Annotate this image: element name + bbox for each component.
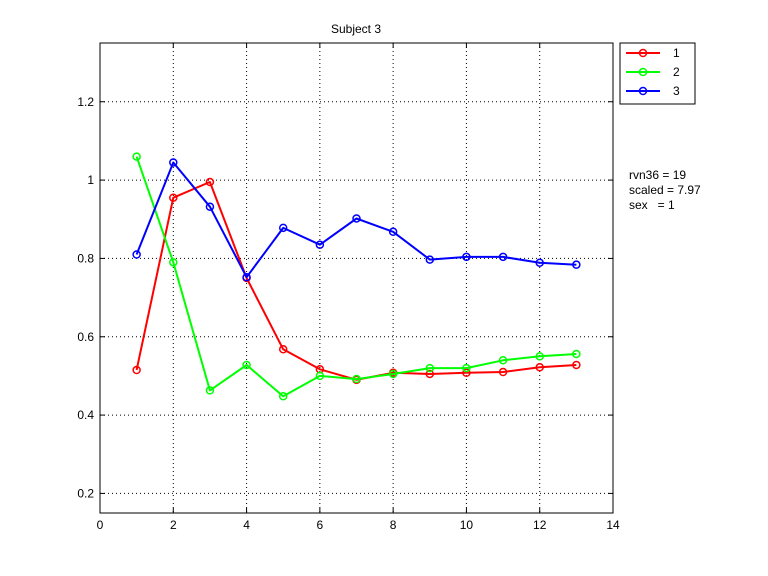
data-point — [572, 260, 581, 269]
y-tick-label: 1 — [87, 173, 94, 187]
legend-label-1: 1 — [673, 46, 680, 60]
axis-ticks: 0 2 4 6 8 10 12 14 0.2 0.4 0.6 0.8 1 1.2 — [77, 43, 620, 532]
data-point — [535, 352, 544, 361]
y-tick-label: 0.2 — [77, 486, 94, 500]
annotation-sex: sex = 1 — [629, 198, 675, 212]
y-tick-label: 0.4 — [77, 408, 94, 422]
data-series — [132, 152, 581, 401]
data-point — [242, 272, 251, 282]
legend-marker-3 — [638, 86, 648, 96]
y-tick-label: 1.2 — [77, 95, 94, 109]
data-point — [315, 240, 325, 249]
data-point — [462, 363, 471, 373]
x-tick-label: 0 — [97, 518, 104, 532]
legend-label-3: 3 — [673, 84, 680, 98]
series-line-3 — [135, 161, 577, 279]
data-point — [242, 360, 251, 370]
series-line-2 — [135, 156, 577, 398]
x-tick-label: 12 — [533, 518, 547, 532]
data-point — [278, 345, 288, 354]
data-point — [462, 252, 471, 262]
data-point — [572, 349, 581, 359]
x-tick-label: 8 — [390, 518, 397, 532]
data-point — [425, 363, 435, 373]
x-tick-label: 10 — [460, 518, 474, 532]
legend-marker-1 — [638, 48, 648, 58]
annotation-rvn36: rvn36 = 19 — [629, 168, 687, 182]
series-3 — [132, 158, 581, 282]
data-point — [572, 360, 581, 370]
data-point — [205, 202, 215, 211]
legend-marker-2 — [638, 67, 648, 77]
x-tick-label: 6 — [317, 518, 324, 532]
grid-lines — [100, 43, 613, 513]
x-tick-label: 14 — [606, 518, 620, 532]
data-point — [535, 363, 544, 372]
data-point — [205, 177, 215, 187]
data-point — [352, 374, 361, 384]
data-point — [535, 258, 544, 267]
x-tick-label: 4 — [243, 518, 250, 532]
data-point — [132, 250, 141, 259]
data-point — [425, 255, 435, 264]
y-tick-label: 0.6 — [77, 330, 94, 344]
legend: 1 2 3 — [619, 42, 696, 105]
data-point — [132, 152, 141, 161]
y-tick-label: 0.8 — [77, 251, 94, 265]
data-point — [498, 356, 508, 365]
data-point — [205, 386, 215, 395]
data-point — [388, 227, 398, 237]
series-2 — [132, 152, 581, 401]
data-point — [462, 368, 471, 378]
data-point — [498, 367, 508, 377]
data-point — [169, 158, 178, 167]
data-point — [425, 369, 435, 379]
data-point — [278, 392, 288, 401]
data-point — [388, 369, 398, 379]
x-tick-label: 2 — [170, 518, 177, 532]
data-point — [498, 252, 508, 262]
data-point — [169, 193, 178, 202]
plot-area — [100, 43, 613, 513]
data-point — [278, 223, 288, 233]
chart-title: Subject 3 — [331, 22, 381, 36]
data-point — [315, 371, 325, 381]
axes-box — [99, 42, 614, 514]
data-point — [352, 214, 361, 223]
data-point — [132, 365, 141, 375]
data-point — [169, 258, 178, 267]
annotation-scaled: scaled = 7.97 — [629, 183, 701, 197]
legend-label-2: 2 — [673, 65, 680, 79]
